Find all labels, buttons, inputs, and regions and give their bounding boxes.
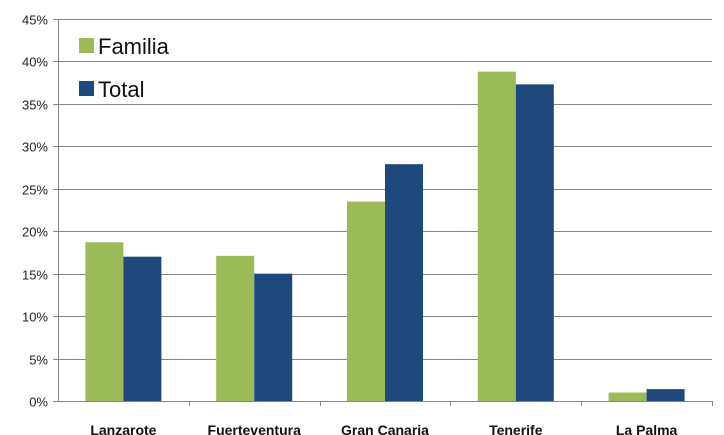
- bar-total-tenerife: [515, 84, 554, 401]
- legend-swatch-total: [79, 81, 94, 96]
- bar-familia-tenerife: [477, 71, 516, 402]
- y-tick-label: 40%: [22, 55, 48, 70]
- y-tick-label: 10%: [22, 310, 48, 325]
- y-tick-label: 45%: [22, 13, 48, 28]
- x-category-label-la-palma: La Palma: [616, 422, 678, 435]
- x-category-label-tenerife: Tenerife: [489, 422, 543, 435]
- y-tick-label: 5%: [29, 353, 48, 368]
- legend-swatch-familia: [79, 38, 94, 53]
- bar-total-gran-canaria: [385, 164, 423, 401]
- y-axis-tick-labels: 0% 5% 10% 15% 20% 25% 30% 35% 40% 45%: [22, 13, 48, 410]
- x-category-label-fuerteventura: Fuerteventura: [208, 422, 302, 435]
- bar-familia-la-palma: [608, 392, 647, 401]
- legend-label-total: Total: [98, 77, 144, 102]
- bars: [85, 71, 685, 402]
- axes: [53, 19, 713, 406]
- bar-total-la-palma: [646, 389, 685, 401]
- x-category-label-gran-canaria: Gran Canaria: [341, 422, 429, 435]
- y-tick-label: 35%: [22, 98, 48, 113]
- y-tick-label: 30%: [22, 140, 48, 155]
- x-axis-category-labels: Lanzarote Fuerteventura Gran Canaria Teneri…: [90, 422, 677, 435]
- y-tick-label: 15%: [22, 268, 48, 283]
- bar-familia-fuerteventura: [216, 255, 255, 401]
- y-tick-label: 0%: [29, 395, 48, 410]
- bar-familia-gran-canaria: [347, 201, 385, 401]
- bar-total-lanzarote: [123, 256, 162, 401]
- legend-label-familia: Familia: [98, 34, 170, 59]
- x-category-label-lanzarote: Lanzarote: [90, 422, 156, 435]
- bar-total-fuerteventura: [254, 273, 293, 401]
- legend: Familia Total: [79, 34, 170, 102]
- bar-familia-lanzarote: [85, 242, 124, 401]
- y-tick-label: 25%: [22, 183, 48, 198]
- y-tick-label: 20%: [22, 225, 48, 240]
